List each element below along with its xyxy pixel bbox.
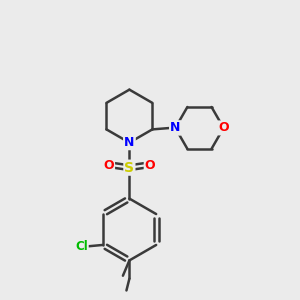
Text: O: O: [218, 122, 229, 134]
Text: N: N: [170, 122, 181, 134]
Text: N: N: [124, 136, 135, 149]
Text: O: O: [145, 159, 155, 172]
Text: S: S: [124, 161, 134, 175]
Text: Cl: Cl: [75, 240, 88, 253]
Text: O: O: [103, 159, 114, 172]
Text: N: N: [124, 136, 135, 149]
Text: N: N: [170, 122, 181, 134]
